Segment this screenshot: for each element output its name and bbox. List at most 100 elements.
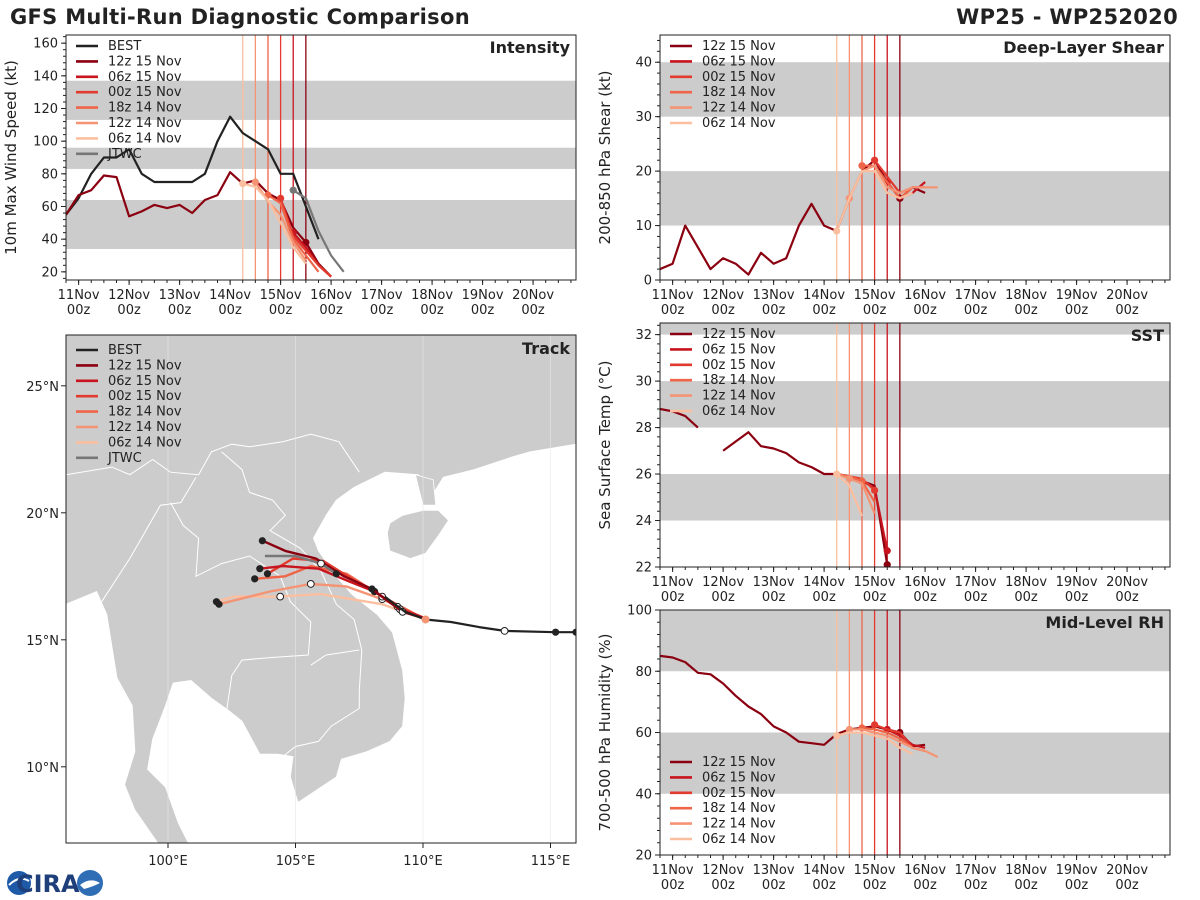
rh-legend-label: 00z 15 Nov xyxy=(702,786,776,801)
shear-series-line xyxy=(835,170,913,232)
rh-ytick-label: 40 xyxy=(635,787,652,802)
shear-series-marker xyxy=(858,162,866,170)
intensity-series-line xyxy=(279,197,332,278)
track-panel: 100°E 105°E 110°E 115°E 10°N 15°N 20°N 25°N Trac… xyxy=(26,334,577,869)
shear-xtick-day: 13Nov xyxy=(753,288,795,303)
sst-series-marker xyxy=(883,561,891,567)
intensity-band xyxy=(66,80,576,120)
sst-xtick-day: 12Nov xyxy=(702,575,744,590)
sst-legend-label: 12z 15 Nov xyxy=(702,327,776,342)
shear-title: Deep-Layer Shear xyxy=(1003,38,1164,57)
rh-xtick-day: 12Nov xyxy=(702,863,744,878)
track-legend-label: 12z 15 Nov xyxy=(108,358,182,373)
rh-title: Mid-Level RH xyxy=(1045,613,1164,632)
intensity-panel: 2040608010012014016011Nov00z12Nov00z13No… xyxy=(2,34,577,318)
intensity-series-line xyxy=(242,182,307,265)
intensity-xtick-hour: 00z xyxy=(218,303,242,318)
track-line xyxy=(384,595,576,634)
rh-ytick-label: 80 xyxy=(635,665,652,680)
sst-xtick-day: 13Nov xyxy=(753,575,795,590)
intensity-xtick-day: 20Nov xyxy=(512,288,554,303)
rh-xtick-hour: 00z xyxy=(711,878,735,893)
rh-xtick-day: 13Nov xyxy=(753,863,795,878)
sst-legend-label: 06z 14 Nov xyxy=(702,404,776,419)
shear-ylabel: 200-850 hPa Shear (kt) xyxy=(596,71,614,245)
rh-legend-label: 06z 14 Nov xyxy=(702,832,776,847)
track-legend-label: 06z 14 Nov xyxy=(108,435,182,450)
track-legend-label: 00z 15 Nov xyxy=(108,389,182,404)
sst-series-marker xyxy=(883,547,891,555)
intensity-ytick-label: 100 xyxy=(33,135,58,150)
intensity-series-line xyxy=(66,115,320,240)
hainan-island xyxy=(386,509,450,559)
track-legend-label: JTWC xyxy=(107,451,142,466)
shear-xtick-day: 19Nov xyxy=(1056,288,1098,303)
track-line xyxy=(264,554,337,575)
rh-xtick-hour: 00z xyxy=(812,878,836,893)
sst-xtick-day: 18Nov xyxy=(1005,575,1047,590)
sst-series-marker xyxy=(845,475,853,483)
intensity-band xyxy=(66,147,576,169)
sst-xtick-day: 14Nov xyxy=(803,575,845,590)
sst-title: SST xyxy=(1131,326,1164,345)
rh-legend-label: 12z 14 Nov xyxy=(702,817,776,832)
track-point-open xyxy=(276,592,285,601)
sst-ytick-label: 28 xyxy=(635,421,652,436)
cira-logo-text: CIRA xyxy=(16,870,80,898)
track-xtick-label: 115°E xyxy=(531,854,571,869)
intensity-xtick-hour: 00z xyxy=(370,303,394,318)
intensity-xtick-hour: 00z xyxy=(471,303,495,318)
shear-xtick-day: 16Nov xyxy=(904,288,946,303)
intensity-ytick-label: 60 xyxy=(41,200,58,215)
shear-ytick-label: 10 xyxy=(635,219,652,234)
storm-id: WP25 - WP252020 xyxy=(956,5,1178,29)
sst-band xyxy=(660,323,1170,335)
sst-band xyxy=(660,381,1170,428)
sst-frame xyxy=(659,322,1171,568)
track-xtick-label: 110°E xyxy=(403,854,443,869)
sst-xtick-day: 15Nov xyxy=(854,575,896,590)
intensity-frame xyxy=(65,34,577,281)
track-frame xyxy=(65,334,577,844)
sst-panel: 22242628303211Nov00z12Nov00z13Nov00z14No… xyxy=(596,322,1171,605)
sst-ytick-label: 26 xyxy=(635,468,652,483)
intensity-legend-label: 06z 14 Nov xyxy=(108,131,182,146)
shear-xtick-day: 18Nov xyxy=(1005,288,1047,303)
sst-series-line xyxy=(836,472,876,515)
sst-band xyxy=(660,474,1170,521)
intensity-xtick-hour: 00z xyxy=(67,303,91,318)
rh-ytick-label: 100 xyxy=(627,604,652,619)
border-myanmar-thailand xyxy=(101,476,197,602)
intensity-series-marker xyxy=(239,180,247,188)
intensity-ylabel: 10m Max Wind Speed (kt) xyxy=(2,60,20,255)
rh-series-line xyxy=(836,731,913,755)
intensity-legend-label: 06z 15 Nov xyxy=(108,70,182,85)
intensity-xtick-day: 15Nov xyxy=(260,288,302,303)
intensity-xtick-day: 19Nov xyxy=(462,288,504,303)
intensity-xtick-hour: 00z xyxy=(168,303,192,318)
rh-panel: 2040608010011Nov00z12Nov00z13Nov00z14Nov… xyxy=(596,604,1171,893)
intensity-xtick-day: 13Nov xyxy=(159,288,201,303)
sst-xtick-hour: 00z xyxy=(1115,590,1139,605)
sst-xtick-day: 19Nov xyxy=(1056,575,1098,590)
rh-xtick-hour: 00z xyxy=(964,878,988,893)
rh-ytick-label: 60 xyxy=(635,726,652,741)
rh-ylabel: 700-500 hPa Humidity (%) xyxy=(596,633,614,831)
track-point-open xyxy=(317,559,325,568)
track-point-filled xyxy=(258,537,266,545)
track-point-filled xyxy=(263,570,272,578)
intensity-series-marker xyxy=(277,194,285,202)
track-ytick-label: 10°N xyxy=(26,761,59,776)
intensity-xtick-day: 18Nov xyxy=(411,288,453,303)
track-ytick-label: 25°N xyxy=(26,380,59,395)
rh-xtick-hour: 00z xyxy=(913,878,937,893)
shear-legend-label: 18z 14 Nov xyxy=(702,85,776,100)
sst-xtick-hour: 00z xyxy=(762,590,786,605)
shear-xtick-hour: 00z xyxy=(711,303,735,318)
track-ytick-label: 20°N xyxy=(26,507,59,522)
intensity-xtick-hour: 00z xyxy=(420,303,444,318)
sst-series-line xyxy=(660,407,699,429)
rh-xtick-day: 11Nov xyxy=(652,863,694,878)
intensity-xtick-hour: 00z xyxy=(269,303,293,318)
